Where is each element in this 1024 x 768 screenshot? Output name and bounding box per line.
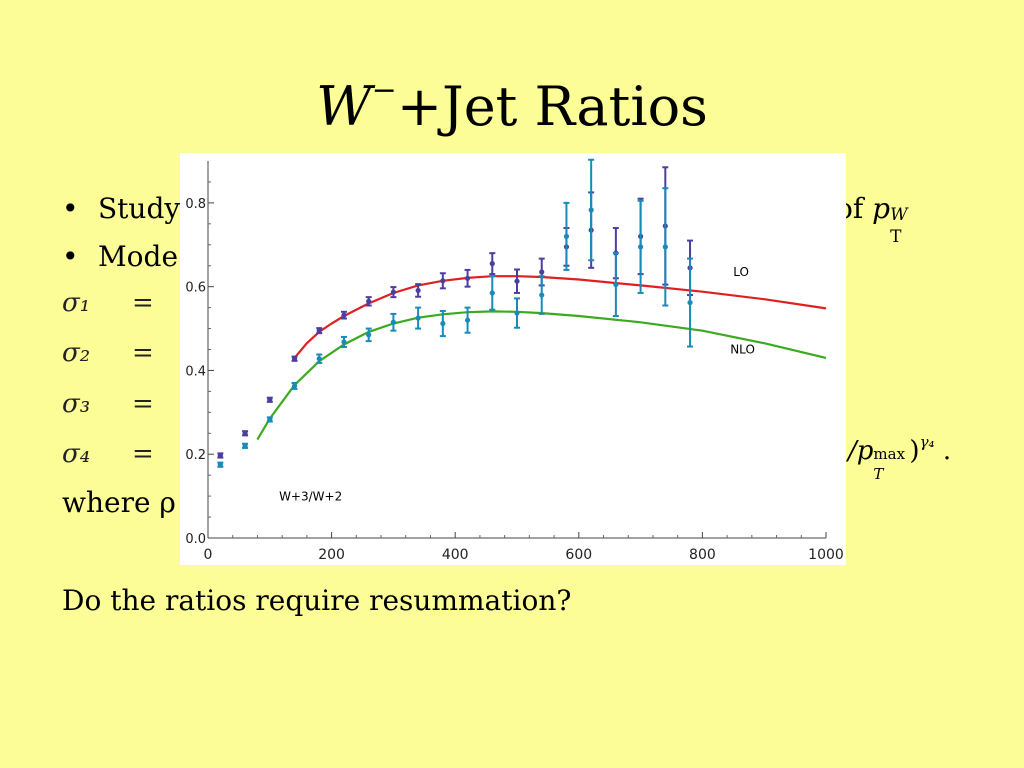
data-point bbox=[489, 261, 495, 267]
data-point bbox=[563, 233, 570, 239]
x-tick-label: 0 bbox=[204, 547, 213, 563]
data-point bbox=[539, 269, 545, 275]
equals-1: = bbox=[132, 288, 154, 318]
data-point bbox=[366, 332, 372, 338]
x-tick-label: 800 bbox=[689, 547, 716, 563]
sigma-line-2: σ₂ = bbox=[62, 338, 154, 368]
data-point bbox=[638, 244, 644, 250]
data-point bbox=[341, 312, 347, 318]
sigma-line-4: σ₄ = bbox=[62, 439, 154, 469]
sigma-3: σ₃ bbox=[62, 389, 91, 419]
sigma-2: σ₂ bbox=[62, 338, 91, 368]
data-point bbox=[291, 356, 298, 362]
data-point bbox=[291, 383, 298, 389]
y-tick-label: 0.0 bbox=[185, 532, 206, 547]
equals-4: = bbox=[132, 439, 154, 469]
data-point bbox=[341, 339, 347, 345]
ratio-chart-svg: 0 200 400 600 800 1000 0.0 0.2 0.4 0.6 0.8 LO NLO W+3… bbox=[185, 158, 844, 563]
sigma-1: σ₁ bbox=[62, 288, 91, 318]
bullet-2-text: Mode bbox=[98, 240, 179, 273]
question-text: Do the ratios require resummation? bbox=[62, 584, 572, 617]
bullet-1-math: p bbox=[872, 192, 891, 225]
sigma-4-tail-dot: . bbox=[942, 436, 952, 466]
bullet-1-math-sup: W bbox=[890, 205, 908, 225]
sigma-line-3: σ₃ = bbox=[62, 389, 154, 419]
data-point bbox=[613, 281, 619, 288]
y-tick-label: 0.8 bbox=[185, 197, 206, 212]
ratio-annotation: W+3/W+2 bbox=[279, 489, 342, 503]
title-minus: − bbox=[371, 73, 397, 108]
data-point bbox=[316, 356, 322, 362]
curve-nlo bbox=[256, 310, 827, 441]
lo-label: LO bbox=[733, 265, 749, 279]
sigma-line-1: σ₁ = bbox=[62, 288, 154, 318]
data-point bbox=[217, 452, 223, 459]
ratio-plot: 0 200 400 600 800 1000 0.0 0.2 0.4 0.6 0.8 LO NLO W+3… bbox=[180, 153, 846, 565]
data-point bbox=[489, 290, 495, 296]
sigma-4-tail-p: /p bbox=[848, 436, 874, 466]
title-rest: +Jet Ratios bbox=[396, 75, 708, 138]
data-point bbox=[390, 289, 396, 295]
x-tick-label: 600 bbox=[565, 547, 592, 563]
sigma-4-tail: /p max T)γ₄ . bbox=[848, 433, 952, 483]
where-text: where ρ bbox=[62, 486, 176, 519]
data-point bbox=[440, 320, 446, 327]
sigma-4-tail-gamma: γ₄ bbox=[919, 433, 935, 451]
bullet-dot: • bbox=[62, 192, 79, 225]
sigma-4-tail-paren: ) bbox=[909, 436, 920, 466]
where-line: where ρ bbox=[62, 486, 176, 520]
data-point bbox=[366, 298, 372, 304]
equals-3: = bbox=[132, 389, 154, 419]
title-w: W bbox=[316, 75, 372, 138]
curve-lo bbox=[293, 275, 827, 359]
x-tick-label: 1000 bbox=[808, 547, 844, 563]
data-point bbox=[242, 443, 248, 449]
bullet-1-text: Study bbox=[98, 192, 181, 225]
data-point bbox=[662, 244, 668, 250]
data-point bbox=[415, 287, 421, 294]
data-point bbox=[217, 462, 223, 468]
sigma-4: σ₄ bbox=[62, 439, 91, 469]
data-point bbox=[687, 299, 693, 306]
data-point bbox=[267, 397, 273, 403]
data-point bbox=[440, 278, 446, 284]
data-point bbox=[539, 292, 545, 298]
data-point bbox=[588, 207, 594, 213]
equals-2: = bbox=[132, 338, 154, 368]
data-point bbox=[267, 416, 273, 423]
data-point bbox=[464, 275, 471, 281]
slide-title: W−+Jet Ratios bbox=[0, 62, 1024, 142]
y-tick-label: 0.6 bbox=[185, 281, 206, 296]
bullet-1: • Study bbox=[62, 192, 180, 226]
data-point bbox=[415, 315, 421, 321]
data-point bbox=[316, 328, 322, 334]
sigma-4-tail-sub: T bbox=[873, 465, 884, 483]
data-point bbox=[464, 317, 471, 323]
data-point bbox=[390, 319, 396, 325]
bullet-dot-2: • bbox=[62, 240, 79, 273]
data-point bbox=[514, 310, 520, 316]
y-tick-label: 0.2 bbox=[185, 448, 206, 463]
data-point bbox=[514, 278, 520, 284]
bullet-2: • Mode bbox=[62, 240, 178, 274]
y-tick-label: 0.4 bbox=[185, 364, 206, 379]
nlo-label: NLO bbox=[730, 343, 755, 357]
data-point bbox=[242, 430, 248, 436]
x-tick-label: 200 bbox=[318, 547, 345, 563]
bullet-1-math-sub: T bbox=[890, 227, 902, 247]
x-tick-label: 400 bbox=[442, 547, 469, 563]
sigma-4-tail-sup: max bbox=[873, 445, 906, 463]
